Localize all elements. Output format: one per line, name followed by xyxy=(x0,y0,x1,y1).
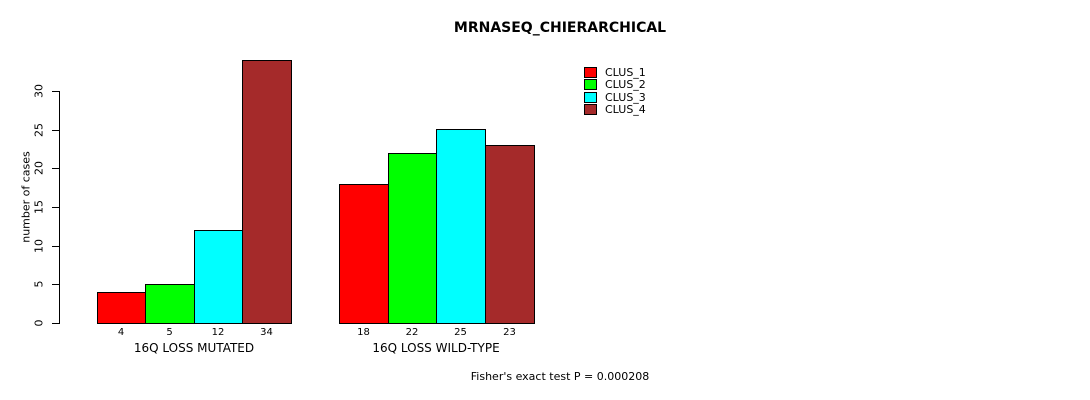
y-tick-label: 15 xyxy=(32,200,46,214)
bar-value-label: 4 xyxy=(117,327,125,338)
legend-swatch-clus_2 xyxy=(584,78,597,90)
y-axis-line xyxy=(59,91,60,324)
y-tick-mark xyxy=(52,91,59,92)
bar-value-label: 25 xyxy=(454,327,467,338)
y-tick-mark xyxy=(52,168,59,169)
legend-label: CLUS_4 xyxy=(605,102,646,116)
bar-clus_1-group1 xyxy=(97,292,146,324)
y-tick-label: 0 xyxy=(32,319,46,327)
y-tick-label: 30 xyxy=(32,84,46,98)
y-tick-label: 5 xyxy=(32,280,46,288)
bar-value-label: 18 xyxy=(357,327,370,338)
bar-clus_4-group1 xyxy=(242,60,292,324)
y-tick-label: 25 xyxy=(32,123,46,137)
legend-swatch-clus_1 xyxy=(584,66,597,78)
y-tick-mark xyxy=(52,246,59,247)
bar-value-label: 34 xyxy=(260,327,273,338)
legend-row-clus_2: CLUS_2 xyxy=(584,78,646,90)
legend-label: CLUS_2 xyxy=(605,77,646,91)
bar-clus_3-group2 xyxy=(436,129,486,324)
y-axis-label: number of cases xyxy=(19,151,33,243)
legend-swatch-clus_4 xyxy=(584,103,597,115)
y-tick-mark xyxy=(52,130,59,131)
bar-value-label: 5 xyxy=(166,327,173,338)
legend-row-clus_3: CLUS_3 xyxy=(584,91,646,103)
chart-title: MRNASEQ_CHIERARCHICAL xyxy=(453,20,667,36)
y-tick-mark xyxy=(52,323,59,324)
x-group-label: 16Q LOSS WILD-TYPE xyxy=(372,341,500,355)
y-tick-mark xyxy=(52,284,59,285)
y-tick-mark xyxy=(52,207,59,208)
bar-value-label: 22 xyxy=(405,327,419,338)
bar-value-label: 12 xyxy=(211,327,225,338)
bar-clus_2-group2 xyxy=(388,153,437,324)
legend-label: CLUS_3 xyxy=(605,90,646,104)
bar-clus_4-group2 xyxy=(485,145,535,324)
bar-clus_1-group2 xyxy=(339,184,389,324)
bar-value-label: 23 xyxy=(503,327,516,338)
y-tick-label: 10 xyxy=(32,239,46,253)
bar-clus_3-group1 xyxy=(194,230,243,324)
legend-row-clus_4: CLUS_4 xyxy=(584,103,646,115)
bar-clus_2-group1 xyxy=(145,284,195,324)
legend-label: CLUS_1 xyxy=(605,65,646,79)
x-group-label: 16Q LOSS MUTATED xyxy=(133,341,255,355)
fisher-test-annotation: Fisher's exact test P = 0.000208 xyxy=(470,370,650,383)
y-tick-label: 20 xyxy=(32,161,46,175)
legend-row-clus_1: CLUS_1 xyxy=(584,66,646,78)
legend-swatch-clus_3 xyxy=(584,91,597,103)
